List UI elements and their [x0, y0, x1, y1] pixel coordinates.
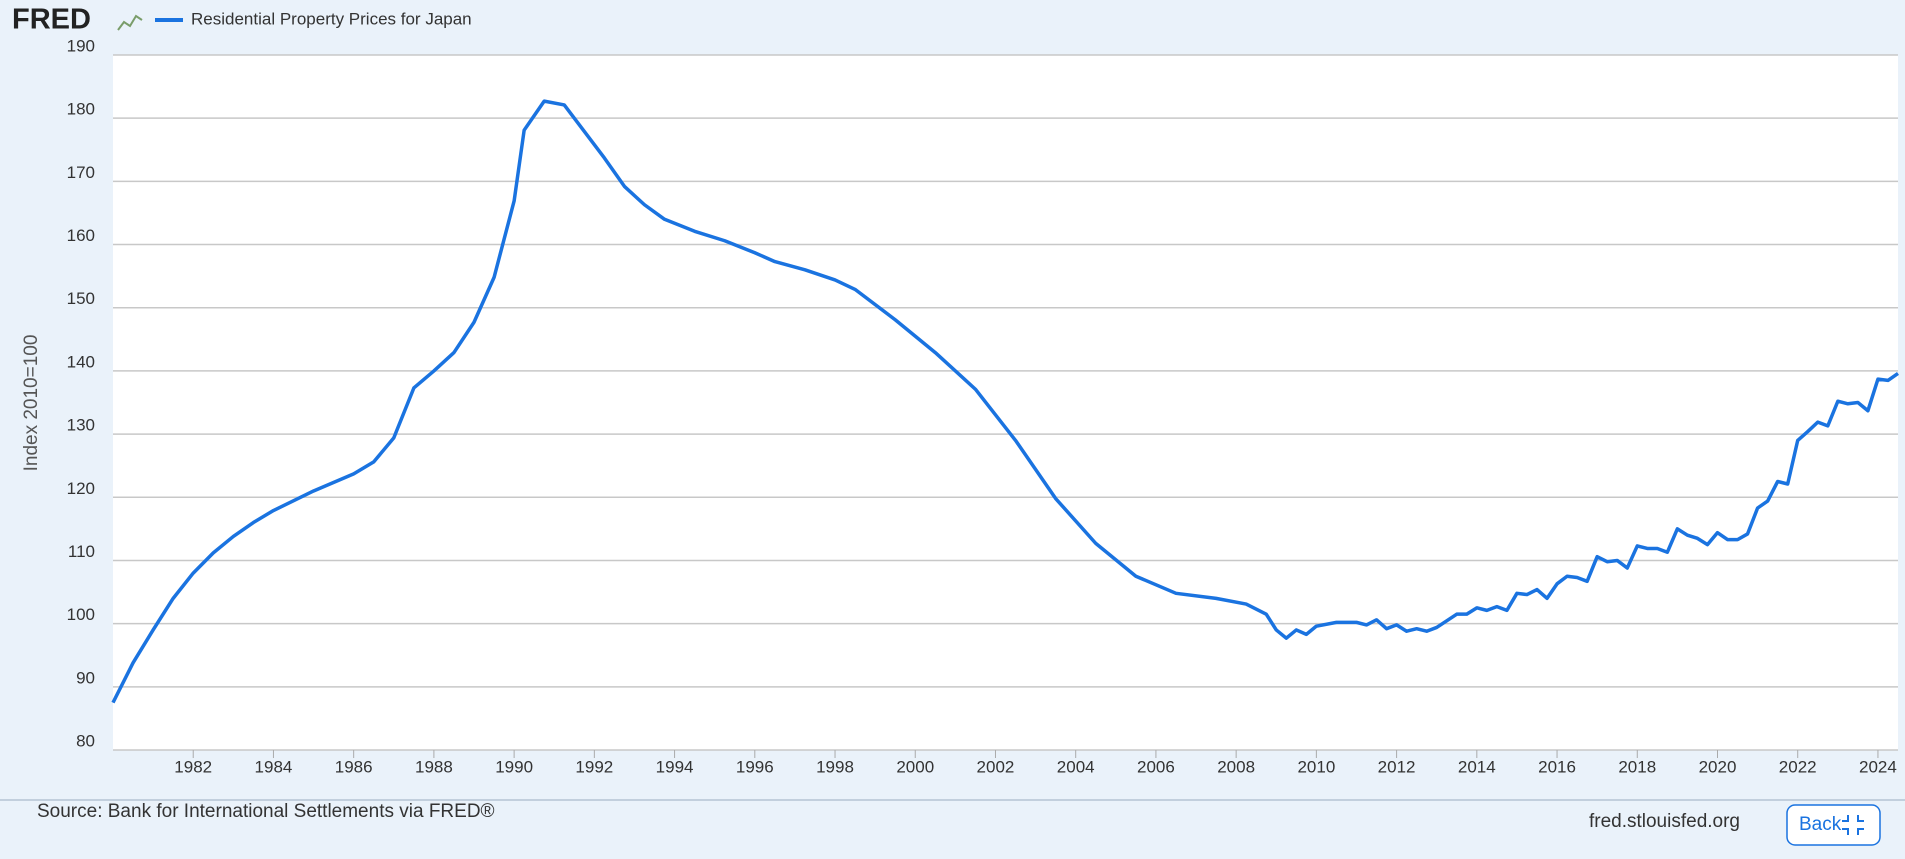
y-tick-label: 180	[67, 100, 95, 119]
x-tick-label: 1982	[174, 757, 212, 776]
x-tick-label: 1996	[736, 757, 774, 776]
x-tick-label: 2022	[1779, 757, 1817, 776]
x-tick-label: 2012	[1378, 757, 1416, 776]
y-tick-label: 80	[76, 731, 95, 750]
x-tick-label: 2020	[1699, 757, 1737, 776]
y-tick-label: 190	[67, 36, 95, 55]
series-line	[111, 99, 1899, 704]
y-tick-label: 140	[67, 352, 95, 371]
x-tick-label: 2016	[1538, 757, 1576, 776]
back-button-label[interactable]: Back	[1799, 814, 1842, 835]
x-tick-label: 2000	[896, 757, 934, 776]
x-tick-label: 2024	[1859, 757, 1897, 776]
x-tick-label: 1998	[816, 757, 854, 776]
y-tick-label: 160	[67, 226, 95, 245]
y-tick-label: 90	[76, 668, 95, 687]
x-tick-label: 2018	[1618, 757, 1656, 776]
logo-icon	[117, 14, 143, 31]
x-tick-label: 2002	[977, 757, 1015, 776]
x-tick-label: 1984	[255, 757, 293, 776]
y-axis-label: Index 2010=100	[21, 335, 42, 472]
x-tick-label: 1990	[495, 757, 533, 776]
x-tick-label: 2004	[1057, 757, 1095, 776]
plot-area	[113, 55, 1898, 750]
legend-label: Residential Property Prices for Japan	[191, 9, 472, 28]
back-button[interactable]	[1786, 804, 1881, 846]
back-icon	[1842, 815, 1864, 835]
x-tick-label: 2006	[1137, 757, 1175, 776]
y-tick-label: 120	[67, 479, 95, 498]
x-tick-label: 1986	[335, 757, 373, 776]
source: Source: Bank for International Settlemen…	[37, 801, 495, 822]
x-tick-label: 2014	[1458, 757, 1496, 776]
y-tick-label: 110	[68, 542, 95, 561]
x-tick-label: 2008	[1217, 757, 1255, 776]
logo: FRED	[12, 4, 91, 36]
y-tick-label: 100	[67, 605, 95, 624]
x-tick-label: 1992	[575, 757, 613, 776]
y-tick-label: 170	[67, 163, 95, 182]
y-tick-label: 130	[67, 416, 95, 435]
y-tick-label: 150	[67, 289, 95, 308]
x-tick-label: 1994	[656, 757, 694, 776]
x-tick-label: 1988	[415, 757, 453, 776]
x-tick-label: 2010	[1297, 757, 1335, 776]
site: fred.stlouisfed.org	[1589, 811, 1740, 832]
